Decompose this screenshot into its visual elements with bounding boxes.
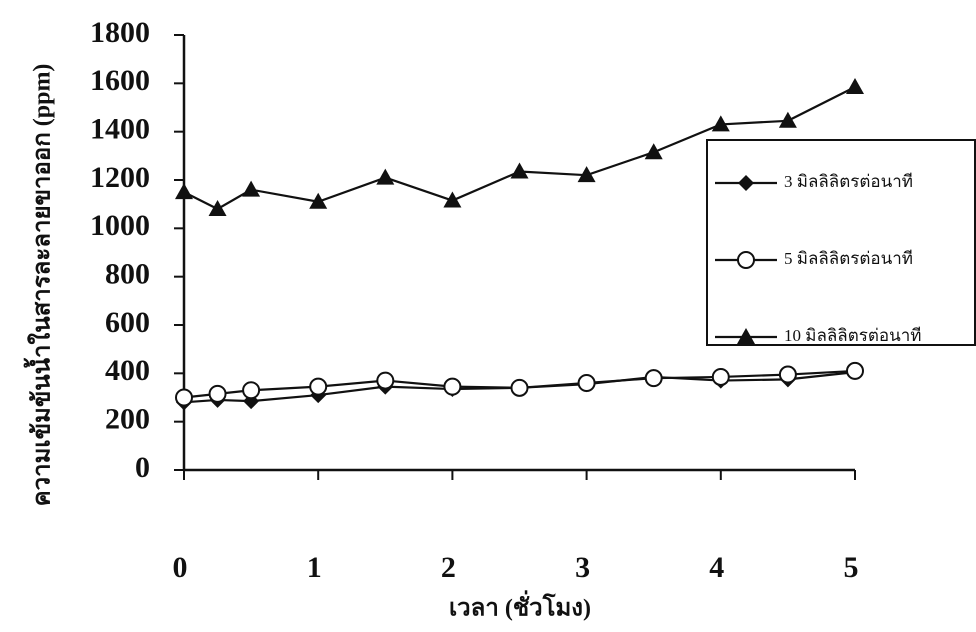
marker-triangle [779, 112, 797, 128]
x-tick-label: 0 [173, 551, 188, 584]
legend-label: 5 มิลลิลิตรต่อนาที [784, 249, 913, 268]
marker-circle [847, 363, 863, 379]
marker-triangle [209, 200, 227, 216]
y-tick-label: 200 [105, 403, 150, 436]
x-tick-label: 3 [575, 551, 590, 584]
y-tick-label: 1800 [90, 16, 150, 49]
x-tick-label: 1 [307, 551, 322, 584]
marker-triangle [846, 78, 864, 94]
y-tick-label: 1200 [90, 161, 150, 194]
y-tick-label: 1400 [90, 113, 150, 146]
marker-circle [512, 380, 528, 396]
marker-triangle [242, 181, 260, 197]
marker-triangle [376, 169, 394, 185]
marker-circle [713, 369, 729, 385]
marker-circle [210, 386, 226, 402]
marker-circle [780, 367, 796, 383]
marker-circle [738, 252, 754, 268]
marker-circle [310, 379, 326, 395]
x-tick-label: 4 [709, 551, 724, 584]
x-tick-label: 5 [844, 551, 859, 584]
legend-label: 10 มิลลิลิตรต่อนาที [784, 326, 922, 345]
legend-label: 3 มิลลิลิตรต่อนาที [784, 172, 913, 191]
marker-circle [646, 370, 662, 386]
marker-circle [579, 375, 595, 391]
chart: เวลา (ชั่วโมง) ความเข้มข้นน้ำในสารละลายข… [0, 0, 976, 632]
y-axis-title: ความเข้มข้นน้ำในสารละลายขาออก (ppm) [23, 64, 56, 507]
marker-circle [444, 379, 460, 395]
x-tick-label: 2 [441, 551, 456, 584]
marker-triangle [175, 183, 193, 199]
y-tick-label: 800 [105, 258, 150, 291]
marker-circle [176, 390, 192, 406]
x-axis-title: เวลา (ชั่วโมง) [449, 590, 591, 622]
marker-circle [243, 382, 259, 398]
legend-box [707, 140, 975, 345]
y-tick-label: 1000 [90, 209, 150, 242]
y-tick-label: 400 [105, 354, 150, 387]
marker-circle [377, 373, 393, 389]
y-tick-label: 1600 [90, 64, 150, 97]
y-tick-label: 600 [105, 306, 150, 339]
marker-triangle [511, 163, 529, 179]
marker-triangle [645, 143, 663, 159]
y-tick-label: 0 [135, 451, 150, 484]
